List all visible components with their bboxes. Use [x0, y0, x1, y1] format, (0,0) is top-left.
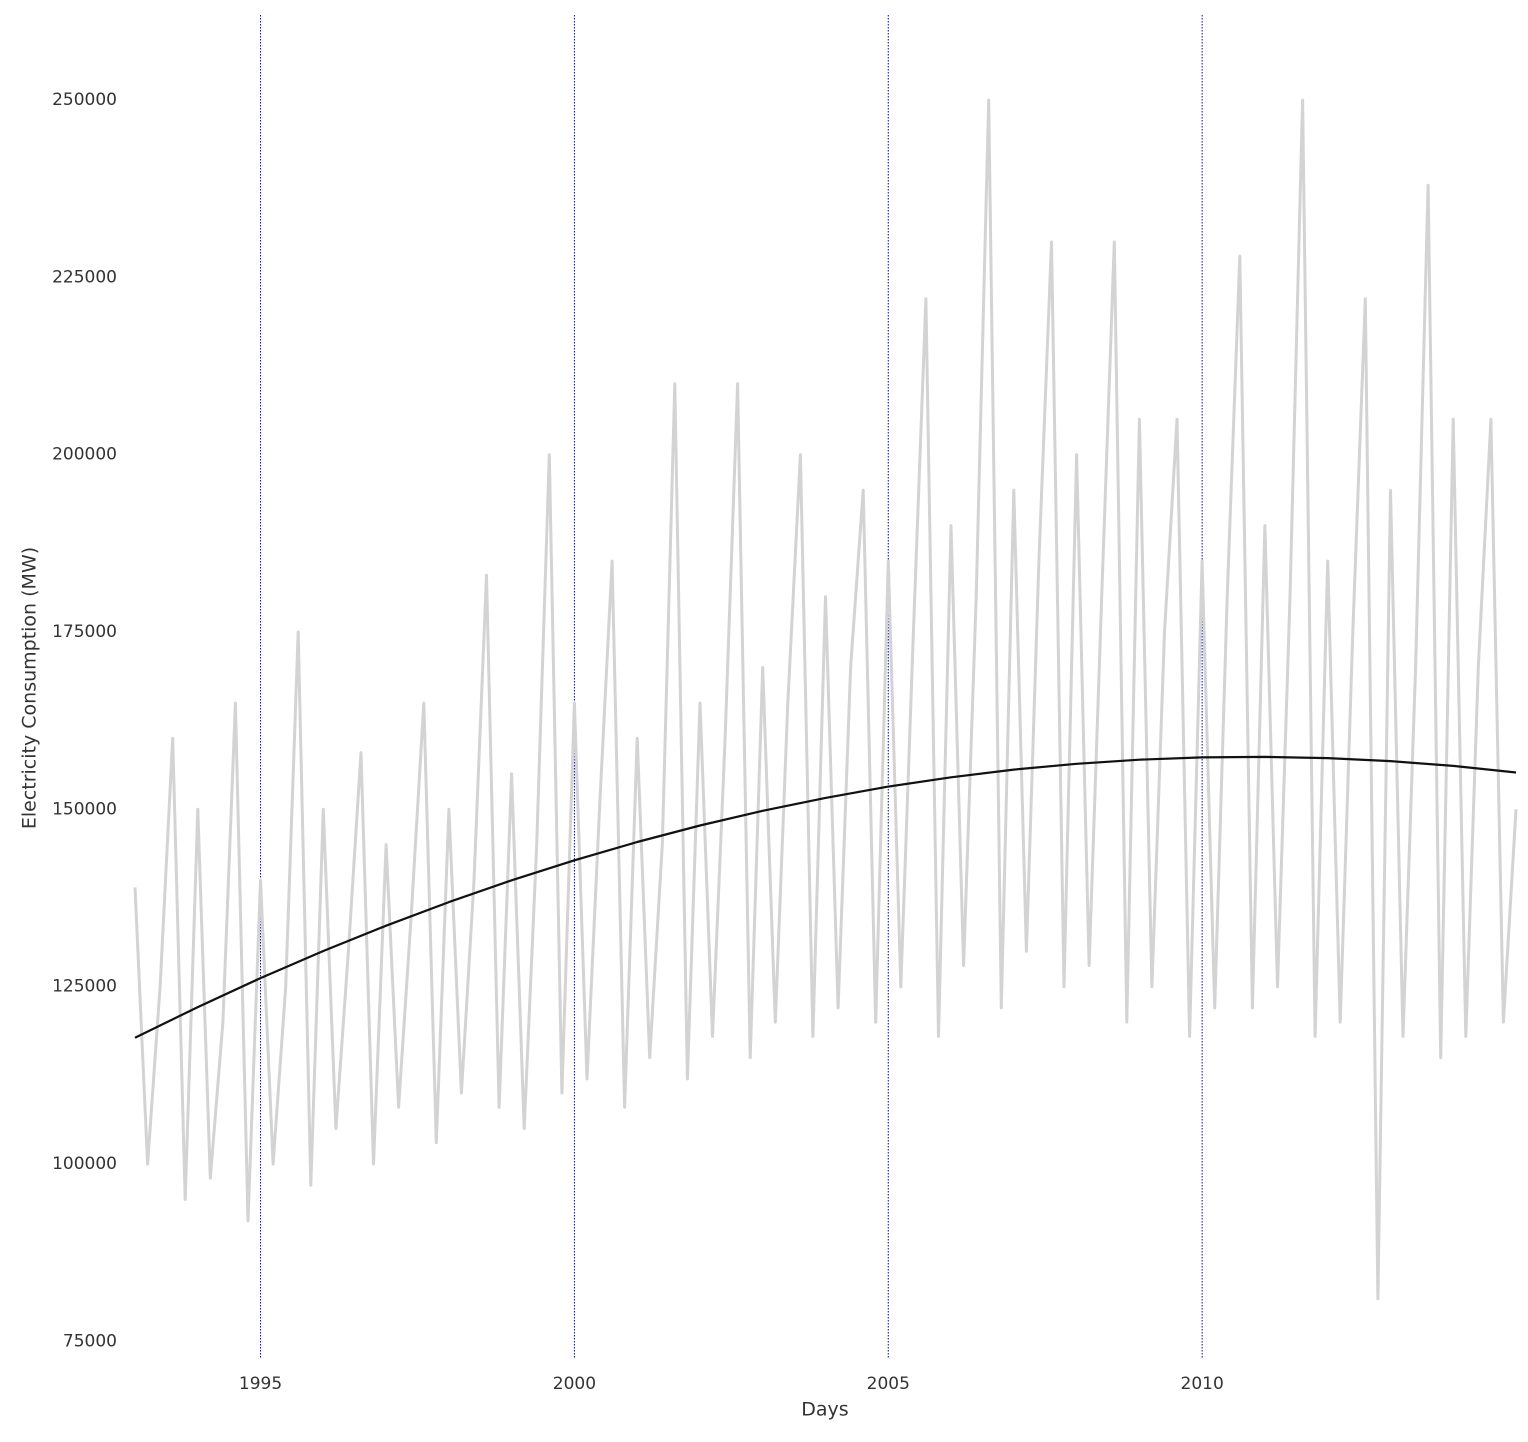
y-tick-label: 225000	[52, 267, 117, 287]
x-tick-label: 2010	[1181, 1374, 1224, 1394]
x-tick-label: 2000	[553, 1374, 596, 1394]
y-tick-label: 175000	[52, 622, 117, 642]
y-tick-label: 200000	[52, 445, 117, 465]
y-tick-label: 75000	[63, 1331, 117, 1351]
y-tick-label: 125000	[52, 977, 117, 997]
x-tick-label: 1995	[239, 1374, 282, 1394]
y-tick-label: 150000	[52, 799, 117, 819]
y-tick-label: 250000	[52, 90, 117, 110]
series-line	[133, 98, 1518, 1301]
y-axis-label: Electricity Consumption (MW)	[19, 547, 41, 829]
x-axis-label: Days	[801, 1399, 848, 1421]
y-tick-label: 100000	[52, 1154, 117, 1174]
series-line	[134, 755, 1517, 1039]
x-tick-label: 2005	[867, 1374, 910, 1394]
